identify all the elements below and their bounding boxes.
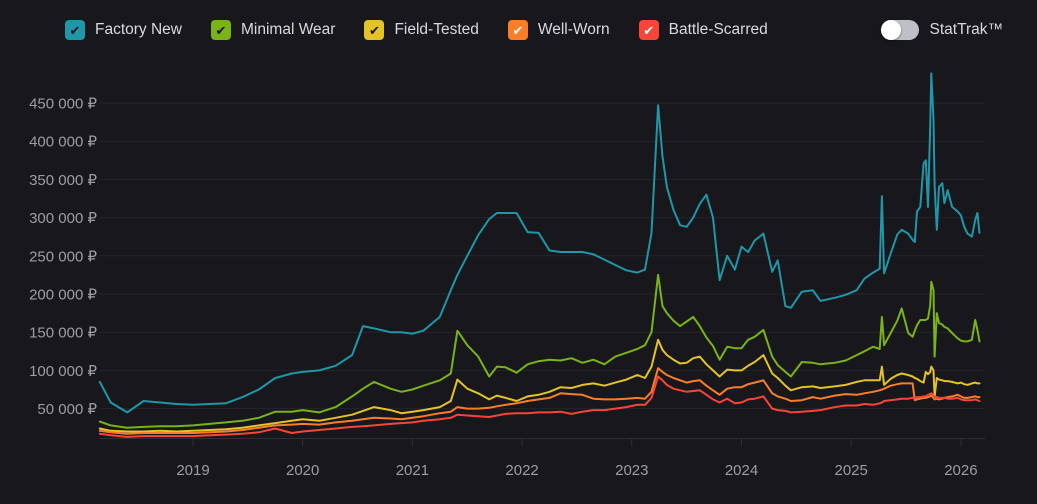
y-tick-label: 50 000 ₽ — [37, 401, 97, 418]
x-tick-label: 2024 — [725, 462, 758, 479]
x-tick-label: 2019 — [176, 462, 209, 479]
y-tick-label: 350 000 ₽ — [29, 172, 97, 189]
y-tick-label: 150 000 ₽ — [29, 325, 97, 342]
stattrak-toggle[interactable]: StatTrak™ — [880, 20, 1004, 40]
x-tick-label: 2020 — [286, 462, 319, 479]
legend-item-battle-scarred[interactable]: ✔ Battle-Scarred — [638, 20, 768, 40]
x-tick-label: 2021 — [396, 462, 429, 479]
line-well-worn — [98, 367, 981, 435]
checkbox-field-tested[interactable]: ✔ — [364, 20, 385, 40]
legend-label-battle-scarred: Battle-Scarred — [668, 21, 768, 38]
checkbox-factory-new[interactable]: ✔ — [65, 20, 85, 40]
line-factory-new — [98, 72, 981, 414]
stattrak-label: StatTrak™ — [929, 21, 1004, 38]
legend-item-factory-new[interactable]: ✔ Factory New — [65, 20, 182, 40]
legend-label-minimal-wear: Minimal Wear — [241, 21, 336, 38]
y-tick-label: 400 000 ₽ — [29, 134, 97, 151]
y-tick-label: 450 000 ₽ — [29, 96, 97, 113]
legend-label-factory-new: Factory New — [95, 21, 182, 38]
line-battle-scarred — [98, 375, 981, 438]
y-tick-label: 200 000 ₽ — [29, 287, 97, 304]
y-tick-label: 250 000 ₽ — [29, 248, 97, 265]
toggle-knob[interactable] — [880, 20, 901, 40]
y-axis-labels: 450 000 ₽ 400 000 ₽ 350 000 ₽ 300 000 ₽ 250 … — [29, 96, 97, 419]
y-tick-label: 100 000 ₽ — [29, 363, 97, 380]
legend-label-field-tested: Field-Tested — [394, 21, 479, 38]
line-field-tested — [98, 338, 981, 433]
x-tick-label: 2022 — [505, 462, 538, 479]
checkbox-minimal-wear[interactable]: ✔ — [211, 20, 231, 40]
checkbox-battle-scarred[interactable]: ✔ — [638, 20, 659, 40]
x-tick-label: 2023 — [615, 462, 648, 479]
series-lines — [98, 72, 981, 438]
line-minimal-wear — [98, 273, 981, 429]
legend-item-minimal-wear[interactable]: ✔ Minimal Wear — [211, 20, 335, 40]
x-tick-label: 2026 — [944, 462, 977, 479]
y-gridlines — [100, 102, 985, 410]
x-axis — [100, 438, 985, 447]
x-tick-label: 2025 — [835, 462, 868, 479]
toggle-track[interactable] — [880, 20, 919, 40]
legend-label-well-worn: Well-Worn — [537, 21, 610, 38]
y-tick-label: 300 000 ₽ — [29, 210, 97, 227]
wear-legend: ✔ Factory New ✔ Minimal Wear ✔ Field-Tested ✔ W… — [65, 20, 1003, 40]
legend-item-field-tested[interactable]: ✔ Field-Tested — [364, 20, 479, 40]
x-axis-labels: 2019 2020 2021 2022 2023 2024 2025 2026 — [176, 462, 977, 479]
legend-item-well-worn[interactable]: ✔ Well-Worn — [507, 20, 610, 40]
checkbox-well-worn[interactable]: ✔ — [507, 20, 528, 40]
